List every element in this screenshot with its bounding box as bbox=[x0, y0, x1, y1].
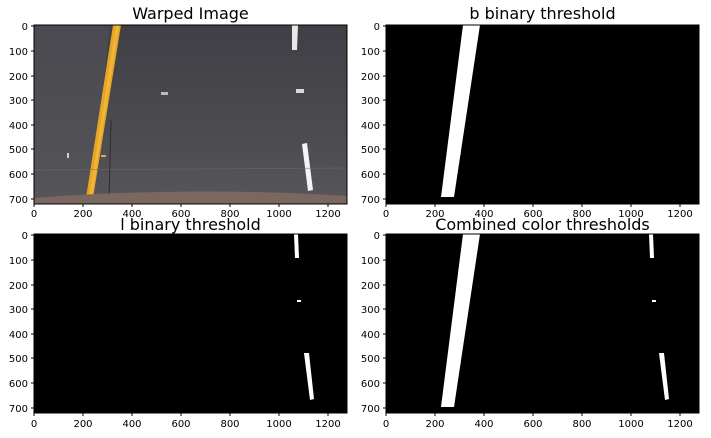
panel-title: Combined color thresholds bbox=[435, 215, 650, 234]
y-tick-label: 600 bbox=[361, 170, 380, 181]
y-tick-label: 200 bbox=[9, 281, 28, 292]
x-tick-label: 1200 bbox=[315, 419, 340, 430]
y-tick-label: 300 bbox=[9, 305, 28, 316]
x-tick-label: 0 bbox=[383, 419, 389, 430]
x-tick-label: 800 bbox=[220, 209, 239, 220]
panel-l-binary: l binary threshold 0 100 200 300 400 500… bbox=[0, 215, 355, 438]
axes-l-binary: 0 100 200 300 400 500 600 700 0 200 400 … bbox=[9, 231, 348, 430]
panel-title: b binary threshold bbox=[469, 4, 616, 23]
x-tick-label: 1200 bbox=[667, 419, 692, 430]
x-tick-label: 200 bbox=[425, 419, 444, 430]
x-tick-label: 200 bbox=[425, 209, 444, 220]
x-tick-label: 1200 bbox=[315, 209, 340, 220]
panel-title: Warped Image bbox=[132, 4, 249, 23]
y-tick-label: 400 bbox=[9, 121, 28, 132]
y-tick-label: 100 bbox=[9, 47, 28, 58]
y-tick-label: 600 bbox=[9, 379, 28, 390]
x-tick-label: 600 bbox=[523, 209, 542, 220]
y-tick-label: 700 bbox=[361, 404, 380, 415]
y-tick-label: 700 bbox=[9, 195, 28, 206]
x-tick-label: 1000 bbox=[266, 419, 291, 430]
x-tick-label: 200 bbox=[73, 419, 92, 430]
axes-b-binary: 0 100 200 300 400 500 600 700 0 200 400 … bbox=[361, 22, 700, 220]
l-binary-image bbox=[34, 234, 347, 413]
axes-combined: 0 100 200 300 400 500 600 700 0 200 400 … bbox=[361, 231, 700, 430]
axes-frame bbox=[385, 24, 700, 205]
y-tick-label: 300 bbox=[361, 305, 380, 316]
y-tick-label: 200 bbox=[361, 281, 380, 292]
y-tick-label: 100 bbox=[9, 256, 28, 267]
y-ticks: 0 100 200 300 400 500 600 700 bbox=[9, 22, 34, 206]
y-tick-label: 700 bbox=[9, 404, 28, 415]
x-tick-label: 1000 bbox=[618, 209, 643, 220]
combined-binary-image bbox=[386, 234, 699, 413]
x-tick-label: 800 bbox=[220, 419, 239, 430]
x-tick-label: 1000 bbox=[618, 419, 643, 430]
y-tick-label: 100 bbox=[361, 47, 380, 58]
panel-b-binary: b binary threshold 0 100 200 300 400 500… bbox=[355, 0, 711, 220]
b-binary-image bbox=[386, 25, 699, 204]
x-tick-label: 800 bbox=[572, 209, 591, 220]
x-tick-label: 400 bbox=[122, 209, 141, 220]
y-tick-label: 400 bbox=[361, 121, 380, 132]
panel-warped: Warped Image bbox=[0, 0, 355, 220]
y-tick-label: 500 bbox=[9, 354, 28, 365]
x-tick-label: 600 bbox=[523, 419, 542, 430]
y-tick-label: 200 bbox=[361, 72, 380, 83]
y-ticks: 0 100 200 300 400 500 600 700 bbox=[361, 231, 386, 415]
y-tick-label: 0 bbox=[374, 22, 380, 33]
x-tick-label: 400 bbox=[474, 419, 493, 430]
x-tick-label: 200 bbox=[73, 209, 92, 220]
x-tick-label: 400 bbox=[122, 419, 141, 430]
y-tick-label: 500 bbox=[361, 145, 380, 156]
x-tick-label: 1000 bbox=[266, 209, 291, 220]
y-tick-label: 600 bbox=[361, 379, 380, 390]
x-ticks: 0 200 400 600 800 1000 1200 bbox=[383, 204, 693, 220]
x-tick-label: 600 bbox=[171, 209, 190, 220]
x-tick-label: 400 bbox=[474, 209, 493, 220]
y-tick-label: 0 bbox=[22, 231, 28, 242]
y-ticks: 0 100 200 300 400 500 600 700 bbox=[361, 22, 386, 206]
panel-combined: Combined color thresholds 0 100 200 300 … bbox=[355, 215, 711, 438]
x-tick-label: 0 bbox=[383, 209, 389, 220]
x-ticks: 0 200 400 600 800 1000 1200 bbox=[31, 413, 341, 430]
axes-frame bbox=[385, 233, 700, 414]
y-tick-label: 400 bbox=[9, 330, 28, 341]
y-tick-label: 400 bbox=[361, 330, 380, 341]
y-tick-label: 300 bbox=[9, 96, 28, 107]
y-tick-label: 500 bbox=[9, 145, 28, 156]
x-ticks: 0 200 400 600 800 1000 1200 bbox=[383, 413, 693, 430]
y-tick-label: 0 bbox=[374, 231, 380, 242]
y-tick-label: 200 bbox=[9, 72, 28, 83]
x-tick-label: 0 bbox=[31, 419, 37, 430]
x-tick-label: 0 bbox=[31, 209, 37, 220]
y-tick-label: 100 bbox=[361, 256, 380, 267]
x-tick-label: 800 bbox=[572, 419, 591, 430]
axes-warped: 0 100 200 300 400 500 600 700 0 200 400 … bbox=[9, 22, 348, 220]
axes-frame bbox=[33, 233, 348, 414]
x-tick-label: 1200 bbox=[667, 209, 692, 220]
warped-road-image bbox=[33, 25, 348, 204]
y-tick-label: 500 bbox=[361, 354, 380, 365]
y-tick-label: 0 bbox=[22, 22, 28, 33]
y-tick-label: 600 bbox=[9, 170, 28, 181]
x-tick-label: 600 bbox=[171, 419, 190, 430]
x-ticks: 0 200 400 600 800 1000 1200 bbox=[31, 204, 341, 220]
y-ticks: 0 100 200 300 400 500 600 700 bbox=[9, 231, 34, 415]
axes-frame bbox=[33, 24, 348, 205]
panel-title: l binary threshold bbox=[120, 215, 261, 234]
y-tick-label: 700 bbox=[361, 195, 380, 206]
y-tick-label: 300 bbox=[361, 96, 380, 107]
